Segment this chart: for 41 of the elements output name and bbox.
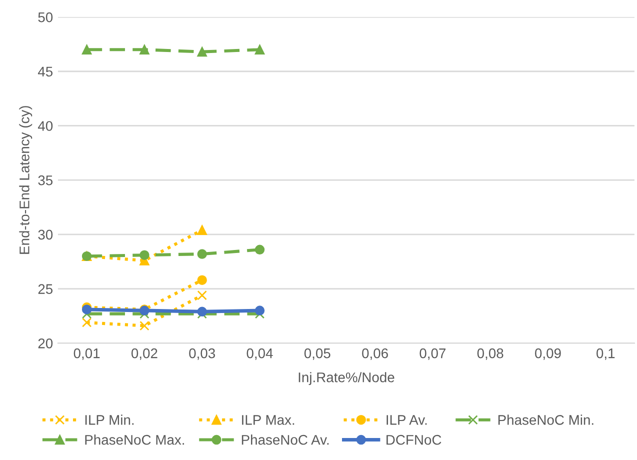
x-tick-label: 0,1 <box>596 348 615 360</box>
point <box>140 250 150 260</box>
y-tick-label: 50 <box>38 12 53 22</box>
y-axis-title: End-to-End Latency (cy) <box>19 106 32 254</box>
point <box>82 44 92 54</box>
point <box>140 320 150 331</box>
x-tick-label: 0,02 <box>131 348 158 360</box>
y-tick-label: 40 <box>38 121 53 131</box>
x-tick-label: 0,08 <box>477 348 504 360</box>
legend-label: PhaseNoC Min. <box>498 414 594 425</box>
x-tick-label: 0,06 <box>362 348 388 360</box>
point <box>197 249 207 259</box>
point <box>82 304 92 314</box>
legend-label: ILP Av. <box>386 415 427 425</box>
y-tick-label: 20 <box>38 338 53 348</box>
legend-label: PhaseNoC Max. <box>85 434 184 445</box>
point <box>254 306 265 316</box>
x-tick-label: 0,09 <box>535 348 561 360</box>
point <box>140 44 150 54</box>
x-tick-label: 0,05 <box>304 348 330 360</box>
x-axis-title: Inj.Rate%/Node <box>298 372 394 386</box>
x-tick-label: 0,04 <box>246 348 273 360</box>
legend-label: DCFNoC <box>386 434 442 445</box>
point <box>254 44 265 54</box>
x-tick-label: 0,01 <box>74 348 100 360</box>
y-tick-label: 30 <box>38 230 53 240</box>
point <box>197 306 207 316</box>
x-tick-label: 0,03 <box>189 348 215 360</box>
point <box>82 318 92 328</box>
point <box>197 290 207 300</box>
x-tick-label: 0,07 <box>420 348 446 360</box>
legend-label: PhaseNoC Av. <box>242 434 329 445</box>
legend-label: ILP Min. <box>85 414 134 425</box>
point <box>197 275 207 285</box>
y-tick-label: 35 <box>38 175 53 186</box>
legend-label: ILP Max. <box>242 415 294 425</box>
y-tick-label: 25 <box>38 284 53 294</box>
point <box>197 225 207 235</box>
y-tick-label: 45 <box>38 66 53 77</box>
point <box>197 46 207 57</box>
point <box>254 244 265 255</box>
